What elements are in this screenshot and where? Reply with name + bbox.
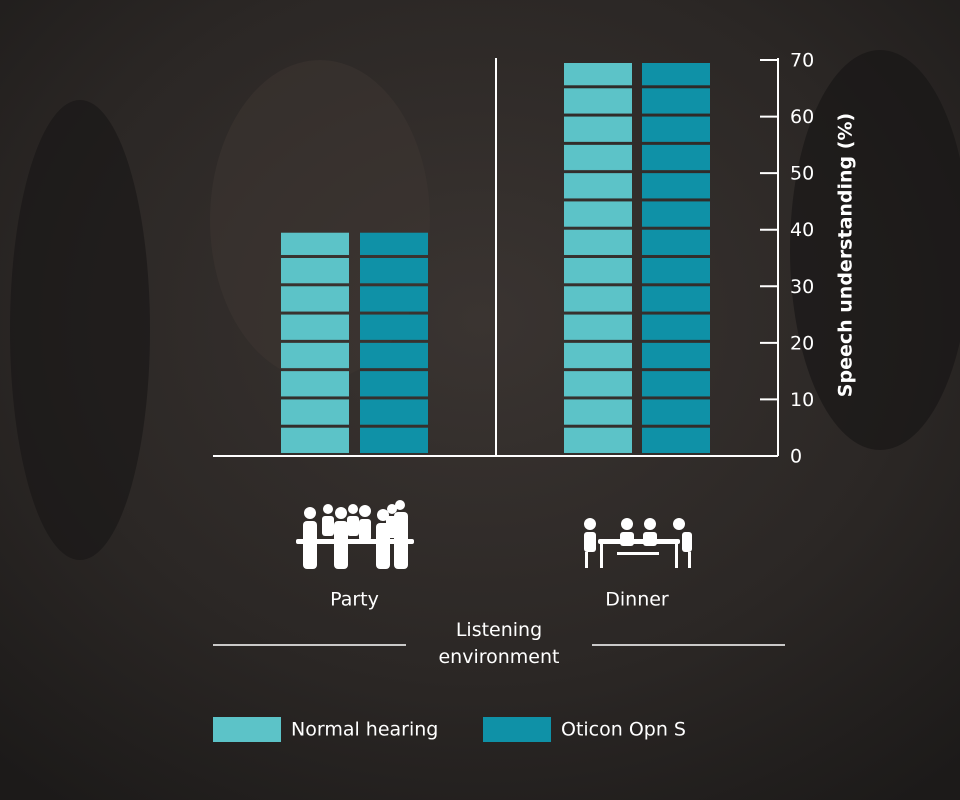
legend-label: Normal hearing [291,719,438,741]
y-tick-label: 50 [790,163,814,185]
bar [360,232,428,456]
party-icon [296,500,414,569]
x-tick-label: Dinner [605,589,669,611]
y-tick-label: 70 [790,50,814,72]
dinner-icon [584,518,692,568]
photo-shade [10,100,150,560]
bar [564,63,632,456]
y-tick-label: 60 [790,106,814,128]
bar [281,232,349,456]
y-tick-label: 10 [790,389,814,411]
photo-shade [790,50,960,450]
y-tick-label: 20 [790,332,814,354]
legend-label: Oticon Opn S [561,719,686,741]
y-axis-label: Speech understanding (%) [835,113,857,397]
x-axis-label: Listening environment [438,619,560,668]
legend-swatch [483,717,551,742]
y-tick-label: 0 [790,446,802,468]
y-tick-label: 30 [790,276,814,298]
bar [642,63,710,456]
y-tick-label: 40 [790,219,814,241]
legend-swatch [213,717,281,742]
x-tick-label: Party [330,589,379,611]
